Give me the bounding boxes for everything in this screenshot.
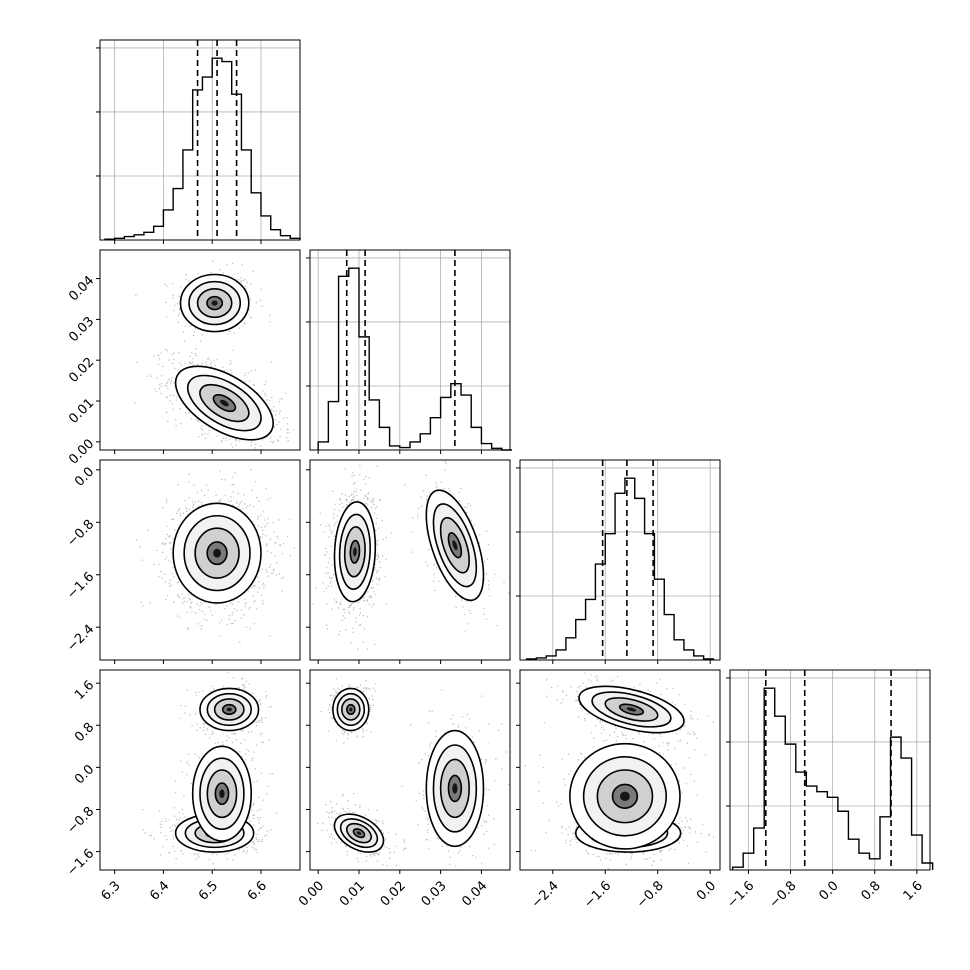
x-tick-label: 0.0 xyxy=(694,878,719,903)
density-contour xyxy=(219,789,225,798)
x-tick-label: −0.8 xyxy=(767,878,800,911)
y-tick-label: 0.04 xyxy=(66,273,97,304)
y-tick-label: 0.03 xyxy=(66,314,97,345)
x-tick-label: −0.8 xyxy=(634,878,667,911)
scatter-panel-4-1 xyxy=(99,669,301,871)
density-contour xyxy=(211,300,218,306)
density-contour xyxy=(619,791,630,802)
x-tick-label: 0.8 xyxy=(859,878,884,903)
x-tick-label: 6.3 xyxy=(98,878,123,903)
y-tick-label: 0.01 xyxy=(66,396,97,427)
y-tick-label: −2.4 xyxy=(64,622,97,655)
hist-panel-3 xyxy=(516,459,721,661)
y-tick-label: 0.02 xyxy=(66,355,97,386)
hist-panel-4 xyxy=(726,669,934,871)
x-tick-label: 0.01 xyxy=(337,878,368,909)
x-tick-label: −2.4 xyxy=(529,878,562,911)
density-contour xyxy=(349,707,353,712)
panel-frame xyxy=(99,39,301,241)
x-tick-label: 0.0 xyxy=(816,878,841,903)
y-tick-label: 0.00 xyxy=(66,437,97,468)
y-tick-label: 0.0 xyxy=(72,465,97,490)
panel-background xyxy=(310,250,510,450)
y-tick-label: −0.8 xyxy=(64,804,97,837)
density-contour xyxy=(353,547,357,557)
density-contour xyxy=(213,548,222,558)
scatter-panel-3-1 xyxy=(99,459,301,661)
y-tick-label: 0.8 xyxy=(72,720,97,745)
y-tick-label: 1.6 xyxy=(72,678,97,703)
y-tick-label: −1.6 xyxy=(64,846,97,879)
histogram-step xyxy=(104,57,301,240)
panel-frame xyxy=(99,249,301,451)
panel-background xyxy=(520,460,720,660)
density-contour xyxy=(452,540,458,551)
x-tick-label: 6.5 xyxy=(196,878,221,903)
panel-frame xyxy=(309,669,511,871)
panel-frame xyxy=(99,459,301,661)
panel-frame xyxy=(729,669,931,871)
density-contour xyxy=(226,707,232,712)
panel-background xyxy=(730,670,930,870)
x-tick-label: 0.02 xyxy=(378,878,409,909)
panel-frame xyxy=(309,459,511,661)
x-tick-label: 6.4 xyxy=(147,878,172,903)
x-tick-label: 1.6 xyxy=(901,878,926,903)
panel-background xyxy=(100,40,300,240)
scatter-panel-2-1 xyxy=(99,249,301,451)
panel-frame xyxy=(519,669,721,871)
scatter-panel-3-2 xyxy=(309,459,511,661)
density-contour xyxy=(356,831,362,835)
panel-frame xyxy=(519,459,721,661)
x-tick-label: −1.6 xyxy=(581,878,614,911)
y-tick-label: 0.0 xyxy=(72,762,97,787)
x-tick-label: 0.03 xyxy=(419,878,450,909)
panel-frame xyxy=(99,669,301,871)
x-tick-label: −1.6 xyxy=(725,878,758,911)
hist-panel-1 xyxy=(96,39,301,241)
histogram-step xyxy=(317,267,513,451)
density-contour xyxy=(219,399,229,407)
x-tick-label: 6.6 xyxy=(245,878,270,903)
density-contour xyxy=(452,783,458,794)
y-tick-label: −1.6 xyxy=(64,569,97,602)
scatter-panel-4-2 xyxy=(309,669,511,871)
histogram-step xyxy=(731,687,934,870)
y-tick-label: −0.8 xyxy=(64,517,97,550)
x-tick-label: 0.00 xyxy=(296,878,327,909)
hist-panel-2 xyxy=(306,249,513,451)
x-tick-label: 0.04 xyxy=(459,878,490,909)
histogram-step xyxy=(525,477,715,660)
scatter-panel-4-3 xyxy=(519,669,721,871)
panel-frame xyxy=(309,249,511,451)
